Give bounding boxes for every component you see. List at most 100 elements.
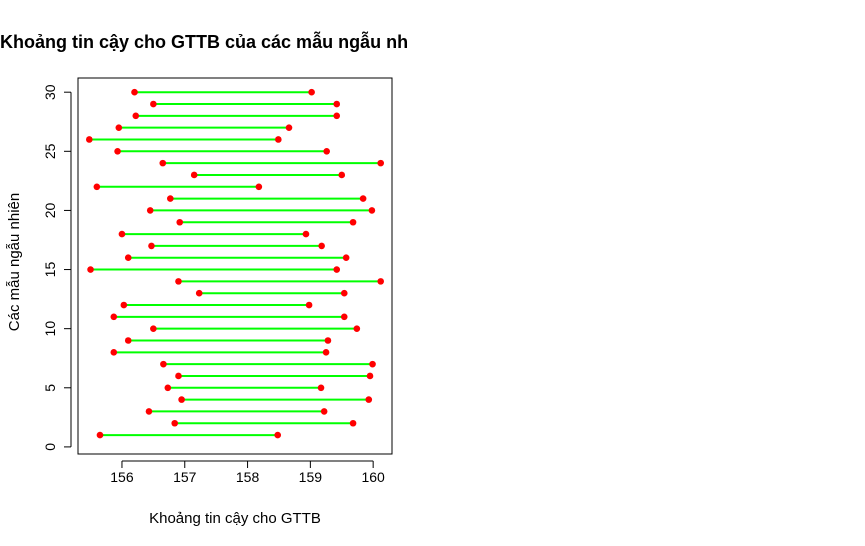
interval-upper-point bbox=[338, 171, 346, 179]
interval-5 bbox=[164, 384, 325, 392]
x-tick-label: 159 bbox=[299, 469, 323, 485]
interval-upper-point bbox=[340, 289, 348, 297]
interval-14 bbox=[175, 278, 384, 285]
interval-8 bbox=[110, 349, 330, 356]
interval-lower-point bbox=[120, 301, 128, 309]
interval-upper-point bbox=[377, 159, 384, 167]
interval-lower-point bbox=[159, 159, 167, 167]
x-axis: 156 157 158 159 160 bbox=[110, 460, 385, 485]
interval-upper-point bbox=[342, 254, 350, 262]
interval-upper-point bbox=[365, 396, 373, 403]
interval-lower-point bbox=[145, 408, 153, 415]
interval-lower-point bbox=[110, 349, 118, 356]
interval-22 bbox=[93, 183, 263, 191]
interval-series bbox=[86, 88, 384, 439]
interval-lower-point bbox=[118, 230, 126, 238]
interval-lower-point bbox=[175, 372, 182, 380]
x-axis-label: Khoảng tin cậy cho GTTB bbox=[149, 510, 321, 527]
interval-2 bbox=[171, 419, 357, 427]
interval-lower-point bbox=[175, 278, 182, 285]
interval-lower-point bbox=[132, 112, 140, 120]
interval-lower-point bbox=[167, 195, 174, 202]
interval-9 bbox=[124, 337, 332, 344]
interval-26 bbox=[86, 136, 282, 143]
interval-18 bbox=[118, 230, 310, 238]
interval-upper-point bbox=[324, 337, 332, 344]
y-tick-label: 15 bbox=[42, 262, 58, 278]
interval-lower-point bbox=[171, 419, 179, 427]
interval-upper-point bbox=[274, 431, 282, 439]
y-tick-label: 20 bbox=[42, 202, 58, 218]
interval-lower-point bbox=[131, 88, 138, 96]
x-tick-label: 156 bbox=[110, 469, 134, 485]
interval-lower-point bbox=[176, 218, 184, 226]
interval-upper-point bbox=[317, 384, 325, 392]
interval-lower-point bbox=[110, 313, 118, 321]
interval-20 bbox=[146, 207, 376, 214]
interval-lower-point bbox=[178, 396, 185, 403]
interval-upper-point bbox=[349, 218, 357, 226]
interval-21 bbox=[167, 195, 367, 202]
y-tick-label: 5 bbox=[42, 384, 58, 392]
interval-upper-point bbox=[323, 148, 330, 155]
y-axis: 0 5 10 15 20 25 30 bbox=[42, 84, 72, 451]
interval-upper-point bbox=[322, 349, 330, 356]
interval-7 bbox=[160, 360, 376, 368]
interval-upper-point bbox=[377, 278, 384, 285]
interval-upper-point bbox=[302, 230, 310, 238]
interval-16 bbox=[124, 254, 350, 262]
interval-lower-point bbox=[148, 242, 155, 250]
plot-frame bbox=[77, 77, 393, 455]
y-tick-label: 25 bbox=[42, 143, 58, 159]
interval-19 bbox=[176, 218, 357, 226]
interval-lower-point bbox=[150, 100, 157, 108]
interval-upper-point bbox=[333, 100, 341, 108]
y-axis-label: Các mẫu ngẫu nhiên bbox=[6, 193, 23, 331]
interval-29 bbox=[150, 100, 341, 108]
interval-10 bbox=[150, 325, 361, 332]
y-tick-label: 0 bbox=[42, 443, 58, 451]
interval-lower-point bbox=[86, 136, 93, 143]
interval-lower-point bbox=[93, 183, 101, 191]
x-tick-label: 158 bbox=[236, 469, 260, 485]
chart-title: Khoảng tin cậy cho GTTB của các mẫu ngẫu… bbox=[0, 31, 408, 52]
interval-28 bbox=[132, 112, 341, 120]
interval-lower-point bbox=[164, 384, 172, 392]
interval-lower-point bbox=[87, 266, 94, 273]
x-tick-label: 160 bbox=[361, 469, 385, 485]
interval-upper-point bbox=[305, 301, 313, 309]
interval-lower-point bbox=[114, 148, 121, 155]
interval-30 bbox=[131, 88, 315, 96]
x-tick-label: 157 bbox=[173, 469, 197, 485]
interval-upper-point bbox=[318, 242, 325, 250]
interval-upper-point bbox=[333, 112, 341, 120]
interval-upper-point bbox=[308, 88, 315, 96]
interval-upper-point bbox=[366, 372, 374, 380]
interval-lower-point bbox=[124, 337, 132, 344]
interval-25 bbox=[114, 148, 330, 155]
interval-lower-point bbox=[124, 254, 132, 262]
interval-15 bbox=[87, 266, 341, 273]
interval-upper-point bbox=[359, 195, 367, 202]
interval-upper-point bbox=[349, 419, 357, 427]
interval-lower-point bbox=[160, 360, 167, 368]
interval-upper-point bbox=[368, 207, 376, 214]
interval-upper-point bbox=[353, 325, 361, 332]
interval-17 bbox=[148, 242, 325, 250]
interval-24 bbox=[159, 159, 384, 167]
interval-upper-point bbox=[285, 124, 293, 131]
interval-upper-point bbox=[275, 136, 282, 143]
interval-lower-point bbox=[96, 431, 104, 439]
interval-upper-point bbox=[333, 266, 341, 273]
interval-6 bbox=[175, 372, 374, 380]
interval-13 bbox=[195, 289, 348, 297]
interval-23 bbox=[190, 171, 346, 179]
interval-3 bbox=[145, 408, 328, 415]
interval-lower-point bbox=[195, 289, 203, 297]
interval-27 bbox=[115, 124, 293, 131]
interval-12 bbox=[120, 301, 313, 309]
y-tick-label: 10 bbox=[42, 321, 58, 337]
interval-11 bbox=[110, 313, 348, 321]
interval-lower-point bbox=[115, 124, 123, 131]
